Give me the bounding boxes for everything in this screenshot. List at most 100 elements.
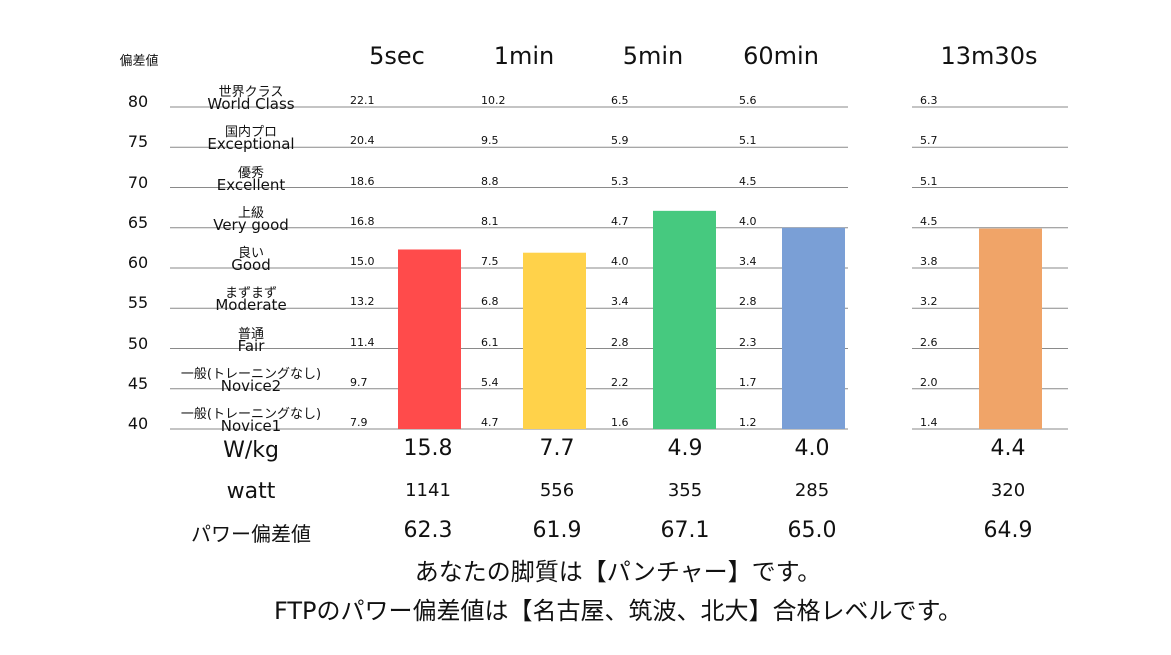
threshold-label: 22.1 [350,94,375,107]
level-label-ja: 国内プロ [224,125,278,141]
threshold-label: 7.9 [350,416,368,429]
bar-60min [782,227,845,429]
score-value: 61.9 [532,518,582,543]
threshold-label: 5.9 [611,134,629,148]
threshold-label: 1.2 [739,416,757,429]
threshold-label: 8.8 [481,174,499,188]
score-value: 62.3 [403,518,453,543]
watt-value: 285 [794,480,830,501]
threshold-label: 6.3 [920,94,938,107]
level-label-en: Excellent [216,175,286,194]
column-header-1min: 1min [493,42,555,70]
level-label-ja: 良い [237,246,265,261]
watt-value: 355 [667,480,703,501]
bar-5min [653,210,716,429]
y-axis-title: 偏差値 [119,54,159,69]
threshold-label: 5.6 [739,94,757,107]
threshold-label: 3.4 [611,295,629,309]
threshold-label: 9.7 [350,375,368,389]
threshold-label: 4.7 [481,416,499,429]
wkg-value: 4.4 [990,436,1026,461]
y-tick-label: 70 [127,172,149,192]
threshold-label: 10.2 [481,94,506,107]
bar-1min [523,252,586,429]
threshold-label: 2.8 [739,295,757,309]
level-label-en: Novice1 [220,417,282,435]
footer-line-1: あなたの脚質は【パンチャー】です。 [414,558,822,586]
level-label-ja: 一般(トレーニングなし) [180,407,322,422]
y-tick-label: 65 [127,212,149,232]
threshold-label: 7.5 [481,255,499,268]
y-tick-label: 80 [127,92,149,111]
bar-5sec [398,249,461,429]
threshold-label: 13.2 [350,295,375,309]
threshold-label: 15.0 [350,255,375,268]
footer-line-2: FTPのパワー偏差値は【名古屋、筑波、北大】合格レベルです。 [273,597,963,625]
level-label-en: World Class [207,95,295,113]
threshold-label: 11.4 [350,335,375,349]
threshold-label: 20.4 [350,134,375,148]
level-label-ja: 優秀 [237,165,265,181]
score-value: 65.0 [787,518,837,543]
level-label-ja: 世界クラス [218,85,284,100]
y-tick-label: 40 [127,414,149,433]
threshold-label: 4.0 [739,214,757,228]
level-label-en: Novice2 [220,376,282,395]
threshold-label: 6.1 [481,335,499,349]
threshold-label: 5.1 [920,174,938,188]
level-label-en: Fair [237,336,265,355]
y-tick-label: 55 [127,293,149,313]
threshold-label: 4.5 [920,214,938,228]
threshold-label: 4.7 [611,214,629,228]
threshold-label: 8.1 [481,214,499,228]
y-tick-label: 60 [127,253,149,272]
level-label-ja: まずまず [224,286,278,302]
threshold-label: 1.4 [920,416,938,429]
column-header-60min: 60min [743,42,819,70]
threshold-label: 1.6 [611,416,629,429]
wkg-value: 15.8 [403,436,453,461]
threshold-label: 5.3 [611,174,629,188]
threshold-label: 2.8 [611,335,629,349]
column-header-5sec: 5sec [369,42,425,70]
row-label-wkg: W/kg [223,438,279,463]
level-label-en: Good [231,256,271,274]
watt-value: 556 [539,480,575,501]
threshold-label: 5.7 [920,134,938,148]
threshold-label: 18.6 [350,174,375,188]
level-label-ja: 一般(トレーニングなし) [180,366,322,382]
bars [398,210,1042,429]
threshold-label: 3.8 [920,255,938,268]
watt-value: 320 [990,480,1026,501]
threshold-label: 3.4 [739,255,757,268]
threshold-label: 5.1 [739,134,757,148]
score-value: 64.9 [983,518,1033,543]
watt-value: 1141 [405,480,451,501]
threshold-label: 1.7 [739,375,757,389]
threshold-label: 6.5 [611,94,629,107]
threshold-label: 2.2 [611,375,629,389]
y-tick-label: 50 [127,333,149,353]
threshold-label: 4.5 [739,174,757,188]
threshold-label: 6.8 [481,295,499,309]
column-header-5min: 5min [622,42,684,70]
y-tick-label: 45 [127,373,149,393]
level-label-ja: 上級 [237,205,265,221]
threshold-label: 2.0 [920,375,938,389]
row-label-score: パワー偏差値 [191,522,311,546]
threshold-label: 2.3 [739,335,757,349]
threshold-label: 9.5 [481,134,499,148]
wkg-value: 4.0 [794,436,830,461]
row-label-watt: watt [226,479,276,504]
level-label-ja: 普通 [237,326,265,342]
level-label-en: Moderate [215,296,287,315]
threshold-label: 3.2 [920,295,938,309]
wkg-value: 4.9 [667,436,703,461]
column-header-13m30s: 13m30s [940,42,1038,70]
bar-13m30s [979,228,1042,429]
threshold-label: 5.4 [481,375,499,389]
y-tick-label: 75 [127,132,149,152]
threshold-label: 4.0 [611,255,629,268]
level-label-en: Very good [213,215,289,234]
